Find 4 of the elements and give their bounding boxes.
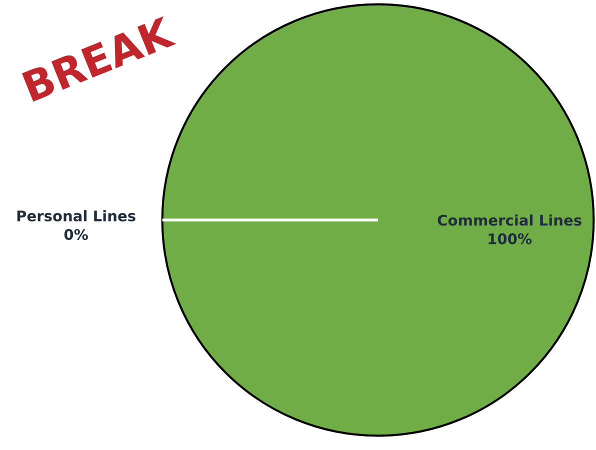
data-label: 100% (488, 233, 532, 244)
slice-label: Commercial Lines (438, 214, 582, 226)
text: 0% (64, 228, 88, 240)
category-label: Personal Lines (17, 210, 136, 222)
